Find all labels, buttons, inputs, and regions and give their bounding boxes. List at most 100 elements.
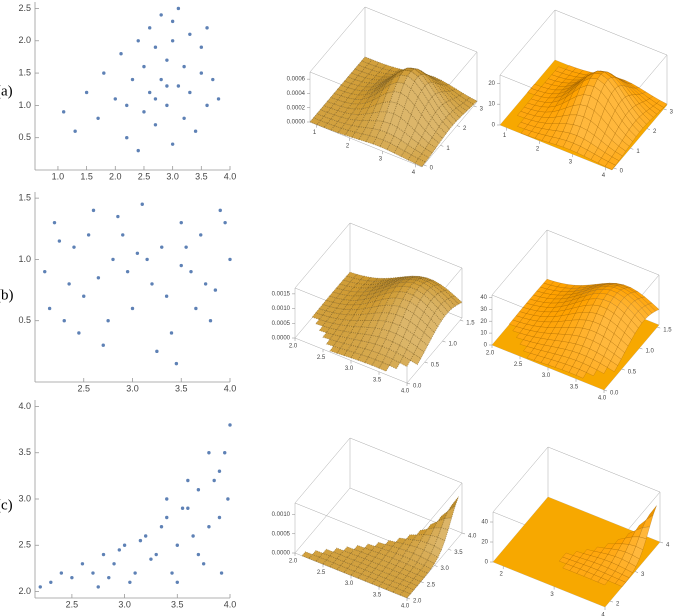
point bbox=[101, 343, 105, 347]
histogram-patch bbox=[407, 154, 420, 164]
box-edge bbox=[547, 446, 661, 493]
y-tick-label: 1 bbox=[446, 146, 450, 152]
point bbox=[213, 288, 218, 292]
surface-patch bbox=[625, 129, 637, 142]
histogram-patch bbox=[374, 320, 387, 330]
box-edge bbox=[349, 437, 463, 484]
x-tick-label: 3.5 bbox=[373, 592, 382, 598]
x-tick-label: 1 bbox=[313, 130, 317, 136]
point bbox=[207, 525, 211, 529]
y-tick-label: 2.0 bbox=[18, 586, 31, 596]
point bbox=[130, 306, 135, 311]
y-tick-label: 1.5 bbox=[466, 321, 475, 327]
surface-patch bbox=[632, 546, 644, 560]
histogram-patch bbox=[344, 130, 357, 138]
box-edge bbox=[421, 101, 478, 168]
histogram-patch bbox=[414, 158, 427, 168]
point bbox=[70, 575, 74, 580]
y-tick-label: 3 bbox=[480, 107, 484, 113]
histogram-patch bbox=[409, 578, 422, 587]
surface-patch bbox=[597, 577, 609, 586]
histogram-patch bbox=[410, 104, 423, 124]
histogram-patch bbox=[455, 95, 468, 104]
z-tick-label: 0.0005 bbox=[272, 531, 291, 537]
y-tick-label: 1.0 bbox=[645, 349, 654, 355]
point bbox=[119, 51, 123, 56]
point bbox=[62, 319, 66, 323]
point bbox=[142, 110, 146, 114]
y-tick bbox=[473, 105, 477, 108]
point bbox=[223, 451, 227, 455]
histogram-patch bbox=[465, 96, 478, 106]
histogram-patch bbox=[388, 557, 401, 567]
point bbox=[107, 575, 111, 580]
histogram-patch bbox=[428, 136, 440, 149]
surface-patch bbox=[628, 124, 640, 138]
surface-patch bbox=[649, 105, 661, 115]
point bbox=[170, 142, 175, 146]
x-tick-label: 3 bbox=[569, 160, 573, 166]
point bbox=[96, 585, 100, 589]
histogram-patch bbox=[389, 135, 402, 148]
point bbox=[128, 580, 132, 584]
y-tick bbox=[456, 125, 461, 127]
y-tick-label: 0.5 bbox=[18, 132, 31, 142]
x-tick-label: 3.0 bbox=[345, 366, 354, 372]
histogram-patch bbox=[364, 554, 376, 563]
z-tick-label: 40 bbox=[480, 295, 487, 301]
histogram-patch bbox=[429, 280, 443, 286]
surface-patch bbox=[620, 332, 632, 347]
point bbox=[179, 263, 183, 268]
point bbox=[153, 123, 158, 127]
x-tick-label: 3 bbox=[550, 592, 554, 598]
point bbox=[218, 208, 222, 213]
y-tick-label: 0 bbox=[620, 169, 624, 175]
point bbox=[205, 103, 209, 108]
point bbox=[217, 469, 222, 473]
z-tick-label: 10 bbox=[480, 331, 487, 337]
histogram-patch bbox=[375, 83, 387, 95]
histogram-patch bbox=[382, 77, 394, 90]
histogram-patch bbox=[392, 352, 404, 364]
surface-patch bbox=[621, 568, 633, 579]
surface-patch bbox=[610, 353, 622, 366]
point bbox=[199, 71, 204, 75]
histogram-patch bbox=[445, 100, 457, 112]
x-tick-label: 4.0 bbox=[598, 396, 607, 402]
y-tick-label: 3.0 bbox=[18, 493, 31, 503]
box-edge bbox=[294, 222, 351, 289]
x-tick-label: 2.5 bbox=[66, 599, 79, 609]
z-tick-label: 0.0000 bbox=[272, 551, 291, 557]
histogram-patch bbox=[437, 527, 449, 542]
histogram-patch bbox=[385, 562, 397, 571]
point bbox=[136, 148, 140, 153]
surface-patch bbox=[641, 305, 653, 317]
point bbox=[193, 129, 198, 133]
surface-patch bbox=[617, 339, 629, 353]
point bbox=[182, 64, 186, 69]
y-tick-label: 0.0 bbox=[610, 391, 619, 397]
surface-patch bbox=[615, 145, 627, 157]
point bbox=[196, 488, 201, 492]
point bbox=[154, 552, 158, 557]
point bbox=[77, 331, 81, 335]
x-tick-label: 3.5 bbox=[570, 384, 579, 390]
y-tick bbox=[630, 148, 634, 150]
histogram-patch bbox=[417, 136, 430, 150]
z-tick-label: 20 bbox=[480, 319, 487, 325]
row-label: (a) bbox=[0, 83, 13, 99]
box-edge bbox=[294, 437, 351, 504]
x-tick-label: 3.5 bbox=[195, 171, 208, 181]
histogram-patch bbox=[409, 566, 422, 576]
y-tick bbox=[460, 319, 464, 322]
histogram-patch bbox=[410, 68, 423, 78]
y-tick-label: 2.5 bbox=[18, 540, 31, 550]
x-tick-label: 3.0 bbox=[166, 171, 179, 181]
x-tick-label: 1.5 bbox=[80, 171, 93, 181]
histogram-patch bbox=[431, 111, 443, 128]
point bbox=[160, 245, 164, 249]
box-edge bbox=[499, 9, 556, 76]
histogram-patch bbox=[429, 285, 442, 295]
point bbox=[125, 269, 130, 274]
